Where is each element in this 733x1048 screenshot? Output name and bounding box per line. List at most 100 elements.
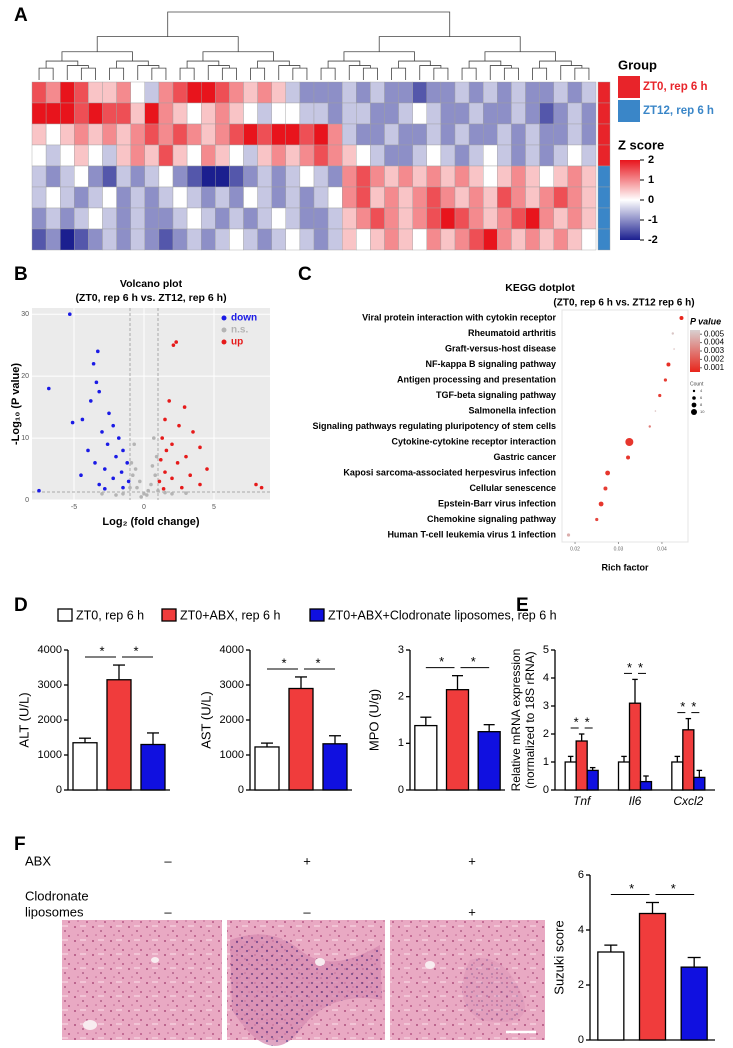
significance-label: *: [439, 654, 444, 669]
heatmap-cell: [454, 102, 470, 125]
y-tick-label: 4000: [38, 644, 62, 656]
volcano-point: [79, 473, 83, 478]
bar: [477, 731, 501, 791]
heatmap-cell: [497, 123, 512, 146]
heatmap-cell: [144, 186, 160, 209]
heatmap-cell: [60, 165, 75, 188]
volcano-point: [129, 461, 134, 465]
heatmap-cell: [257, 228, 272, 251]
heatmap-cell: [539, 165, 554, 188]
dendrogram-branch: [433, 67, 449, 80]
colorbar-tick-label: 1: [648, 174, 654, 186]
heatmap-cell: [426, 165, 442, 188]
heatmap-cell: [553, 123, 569, 146]
heatmap-cell: [144, 207, 160, 230]
volcano-point: [145, 493, 149, 497]
chart-subtitle: (ZT0, rep 6 h vs. ZT12 rep 6 h): [553, 298, 694, 309]
volcano-point: [80, 417, 85, 422]
x-tick-label: -5: [71, 504, 77, 511]
dendrogram-branch: [202, 51, 274, 62]
heatmap-cell: [172, 123, 188, 146]
heatmap-cell: [215, 81, 230, 104]
heatmap-cell: [398, 207, 413, 230]
heatmap-cell: [257, 123, 272, 146]
heatmap-cell: [215, 186, 230, 209]
y-tick-label: 2: [398, 691, 404, 703]
volcano-point: [121, 492, 125, 496]
legend-swatch: [618, 76, 640, 98]
heatmap-cell: [412, 81, 428, 104]
heatmap-cell: [200, 186, 216, 209]
heatmap-cell: [229, 165, 244, 188]
heatmap-cell: [539, 123, 554, 146]
heatmap-cell: [384, 186, 399, 209]
dendrogram-branch: [151, 67, 167, 80]
heatmap-cell: [342, 144, 357, 167]
x-tick-label: 0.04: [657, 546, 667, 552]
row-label: Clodronate: [25, 888, 89, 903]
legend-swatch: [57, 608, 73, 622]
bar: [597, 951, 625, 1041]
bar: [638, 912, 667, 1041]
heatmap-cell: [186, 102, 202, 125]
heatmap-cell: [398, 123, 413, 146]
zscore-colorbar: [620, 160, 640, 240]
dendrogram-branch: [116, 60, 149, 69]
plot-frame: [561, 309, 689, 543]
heatmap-cell: [454, 186, 470, 209]
heatmap-cell: [158, 228, 174, 251]
heatmap-cell: [454, 165, 470, 188]
heatmap-cell: [299, 102, 315, 125]
panel-label: E: [516, 595, 529, 616]
heatmap-cell: [60, 102, 75, 125]
y-tick-label: 4: [543, 672, 549, 684]
heatmap-cell: [102, 102, 117, 125]
heatmap-cell: [539, 207, 554, 230]
volcano-point: [177, 423, 181, 428]
pathway-label: Graft-versus-host disease: [445, 343, 556, 353]
heatmap-cell: [370, 207, 385, 230]
colorbar-tick-label: 0.005: [704, 329, 725, 338]
heatmap-cell: [257, 102, 272, 125]
volcano-point: [182, 405, 187, 409]
heatmap-cell: [525, 165, 540, 188]
dendrogram-branch: [532, 67, 548, 80]
volcano-point: [107, 411, 111, 416]
y-tick-label: 6: [578, 869, 584, 881]
volcano-point: [184, 491, 188, 495]
heatmap-cell: [497, 186, 512, 209]
y-tick-label: 3000: [38, 679, 62, 691]
heatmap-cell: [412, 102, 428, 125]
heatmap-cell: [88, 228, 103, 251]
bar: [639, 780, 653, 791]
heatmap-cell: [370, 123, 385, 146]
volcano-point: [154, 454, 159, 459]
volcano-point: [94, 380, 99, 385]
dendrogram-branch: [320, 67, 336, 80]
heatmap-cell: [356, 165, 371, 188]
heatmap-cell: [412, 165, 428, 188]
heatmap-cell: [370, 81, 385, 104]
panel-label: F: [14, 834, 26, 855]
pathway-label: Cytokine-cytokine receptor interaction: [391, 436, 556, 446]
heatmap-cell: [271, 144, 287, 167]
heatmap-cell: [327, 123, 343, 146]
legend-label: down: [231, 313, 257, 324]
heatmap-cell: [313, 207, 329, 230]
heatmap-cell: [45, 123, 61, 146]
heatmap-cell: [567, 102, 583, 125]
x-tick-label: 0: [142, 504, 146, 511]
volcano-point: [93, 461, 97, 465]
pathway-label: Rheumatoid arthritis: [468, 328, 556, 338]
count-legend-dot: [692, 389, 696, 393]
panel-label: C: [298, 264, 312, 285]
x-axis-label: Rich factor: [601, 562, 649, 572]
pathway-label: Human T-cell leukemia virus 1 infection: [387, 529, 556, 539]
pathway-label: Viral protein interaction with cytokin r…: [362, 312, 556, 322]
heatmap-cell: [511, 186, 526, 209]
heatmap-cell: [313, 102, 329, 125]
colorbar-tick-label: 0.004: [704, 338, 725, 347]
heatmap-cell: [172, 81, 188, 104]
pathway-label: Chemokine signaling pathway: [427, 514, 556, 524]
heatmap-cell: [426, 81, 442, 104]
